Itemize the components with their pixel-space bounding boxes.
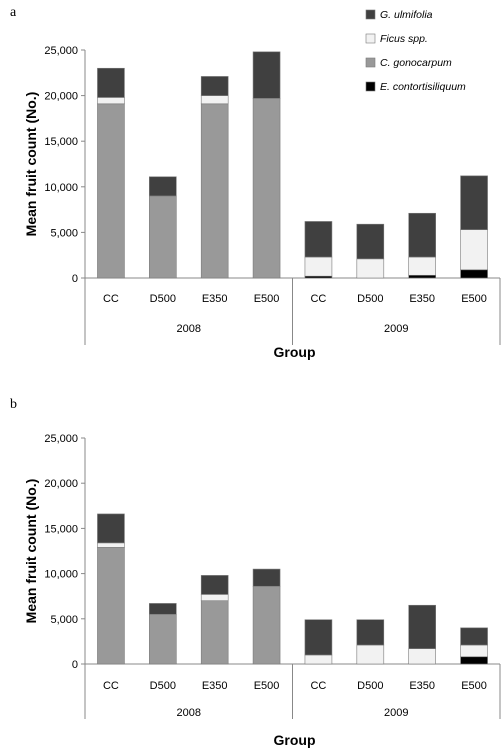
- bar-segment-a-d500-3: [356, 223, 385, 260]
- x-tick-label-b: CC: [103, 680, 119, 692]
- chart-panel-a: a 0 5,000 10,000 15,000 20,000 25,000 Mean frui…: [10, 5, 501, 360]
- x-tick-label-b: E500: [461, 680, 487, 692]
- y-tick-label-a: 0: [72, 273, 78, 285]
- bar-segment-b-e350-3: [408, 604, 436, 649]
- bar-segment-a-e350-0: [408, 274, 436, 279]
- bar-segment-b-cc-3: [304, 619, 333, 656]
- group-label-a: 2009: [384, 323, 408, 335]
- group-label-a: 2008: [177, 323, 201, 335]
- bar-segment-b-e350-1: [200, 600, 229, 665]
- bar-segment-b-cc-2: [97, 542, 125, 548]
- legend-swatch: [365, 9, 376, 20]
- bar-segment-a-d500-3: [149, 176, 177, 197]
- bar-segment-a-cc-1: [97, 103, 125, 279]
- group-label-b: 2008: [177, 707, 201, 719]
- legend-label: G. ulmifolia: [380, 9, 433, 21]
- y-tick-label-a: 20,000: [44, 91, 78, 103]
- bar-segment-a-e350-1: [200, 103, 229, 279]
- x-tick-label-a: CC: [103, 293, 119, 305]
- x-tick-label-b: D500: [357, 680, 383, 692]
- y-tick-label-b: 15,000: [44, 523, 78, 535]
- bar-segment-a-cc-3: [304, 221, 333, 258]
- x-tick-label-b: CC: [310, 680, 326, 692]
- y-tick-label-b: 0: [72, 659, 78, 671]
- bar-segment-b-cc-1: [97, 547, 125, 665]
- bar-segment-a-cc-2: [97, 97, 125, 105]
- y-axis-title-b: Mean fruit count (No.): [23, 479, 39, 624]
- group-label-b: 2009: [384, 707, 408, 719]
- panel-label-b: b: [10, 397, 17, 412]
- bar-segment-b-cc-2: [304, 654, 333, 665]
- bar-segment-b-e500-1: [252, 585, 281, 665]
- bar-segment-a-e500-3: [252, 51, 281, 99]
- y-tick-label-b: 20,000: [44, 478, 78, 490]
- bar-segment-a-cc-2: [304, 256, 333, 277]
- y-tick-label-a: 15,000: [44, 136, 78, 148]
- y-tick-label-a: 5,000: [50, 227, 78, 239]
- bar-segment-b-e500-3: [460, 627, 488, 646]
- bar-segment-b-d500-2: [356, 644, 385, 665]
- x-tick-label-a: CC: [310, 293, 326, 305]
- x-tick-label-a: E350: [409, 293, 435, 305]
- legend-swatch: [365, 81, 376, 92]
- bar-segment-a-d500-2: [356, 258, 385, 279]
- y-tick-label-b: 5,000: [50, 614, 78, 626]
- bar-segment-b-e350-3: [200, 575, 229, 595]
- bar-segment-a-e350-2: [408, 256, 436, 276]
- x-tick-label-b: E500: [254, 680, 280, 692]
- bar-segment-b-e350-2: [408, 648, 436, 665]
- bar-segment-a-e500-1: [252, 98, 281, 279]
- x-tick-label-a: D500: [357, 293, 383, 305]
- y-tick-label-b: 25,000: [44, 433, 78, 445]
- x-tick-label-a: E350: [202, 293, 228, 305]
- bar-segment-a-e350-2: [200, 95, 229, 105]
- legend-swatch: [365, 57, 376, 68]
- x-axis-title-b: Group: [274, 732, 316, 748]
- x-tick-label-a: D500: [150, 293, 176, 305]
- bar-segment-a-e500-2: [460, 229, 488, 271]
- x-axis-title-a: Group: [274, 344, 316, 360]
- x-tick-label-a: E500: [461, 293, 487, 305]
- bar-segment-a-d500-1: [149, 195, 177, 279]
- bar-segment-a-e500-3: [460, 175, 488, 230]
- legend-label: E. contortisiliquum: [380, 81, 466, 93]
- y-tick-label-b: 10,000: [44, 569, 78, 581]
- bar-segment-b-d500-3: [356, 619, 385, 646]
- panel-label-a: a: [10, 5, 17, 20]
- x-tick-label-b: D500: [150, 680, 176, 692]
- bar-segment-b-e500-2: [460, 644, 488, 658]
- x-tick-label-b: E350: [202, 680, 228, 692]
- bar-segment-b-e500-3: [252, 568, 281, 587]
- bar-segment-a-cc-3: [97, 67, 125, 98]
- bar-segment-b-e500-0: [460, 656, 488, 665]
- bar-segment-b-d500-1: [149, 613, 177, 665]
- bar-segment-b-cc-3: [97, 513, 125, 544]
- y-tick-label-a: 25,000: [44, 45, 78, 57]
- bar-segment-b-e350-2: [200, 594, 229, 602]
- x-tick-label-a: E500: [254, 293, 280, 305]
- y-axis-title-a: Mean fruit count (No.): [23, 92, 39, 237]
- legend-label: C. gonocarpum: [380, 57, 452, 69]
- legend-swatch: [365, 33, 376, 44]
- legend-label: Ficus spp.: [380, 33, 428, 45]
- x-tick-label-b: E350: [409, 680, 435, 692]
- bar-segment-a-e350-3: [200, 76, 229, 96]
- chart-panel-b: b 0 5,000 10,000 15,000 20,000 25,000 Mean frui…: [10, 397, 501, 748]
- y-tick-label-a: 10,000: [44, 182, 78, 194]
- bar-segment-a-e500-0: [460, 269, 488, 279]
- bar-segment-a-e350-3: [408, 212, 436, 258]
- bar-segment-b-d500-3: [149, 603, 177, 615]
